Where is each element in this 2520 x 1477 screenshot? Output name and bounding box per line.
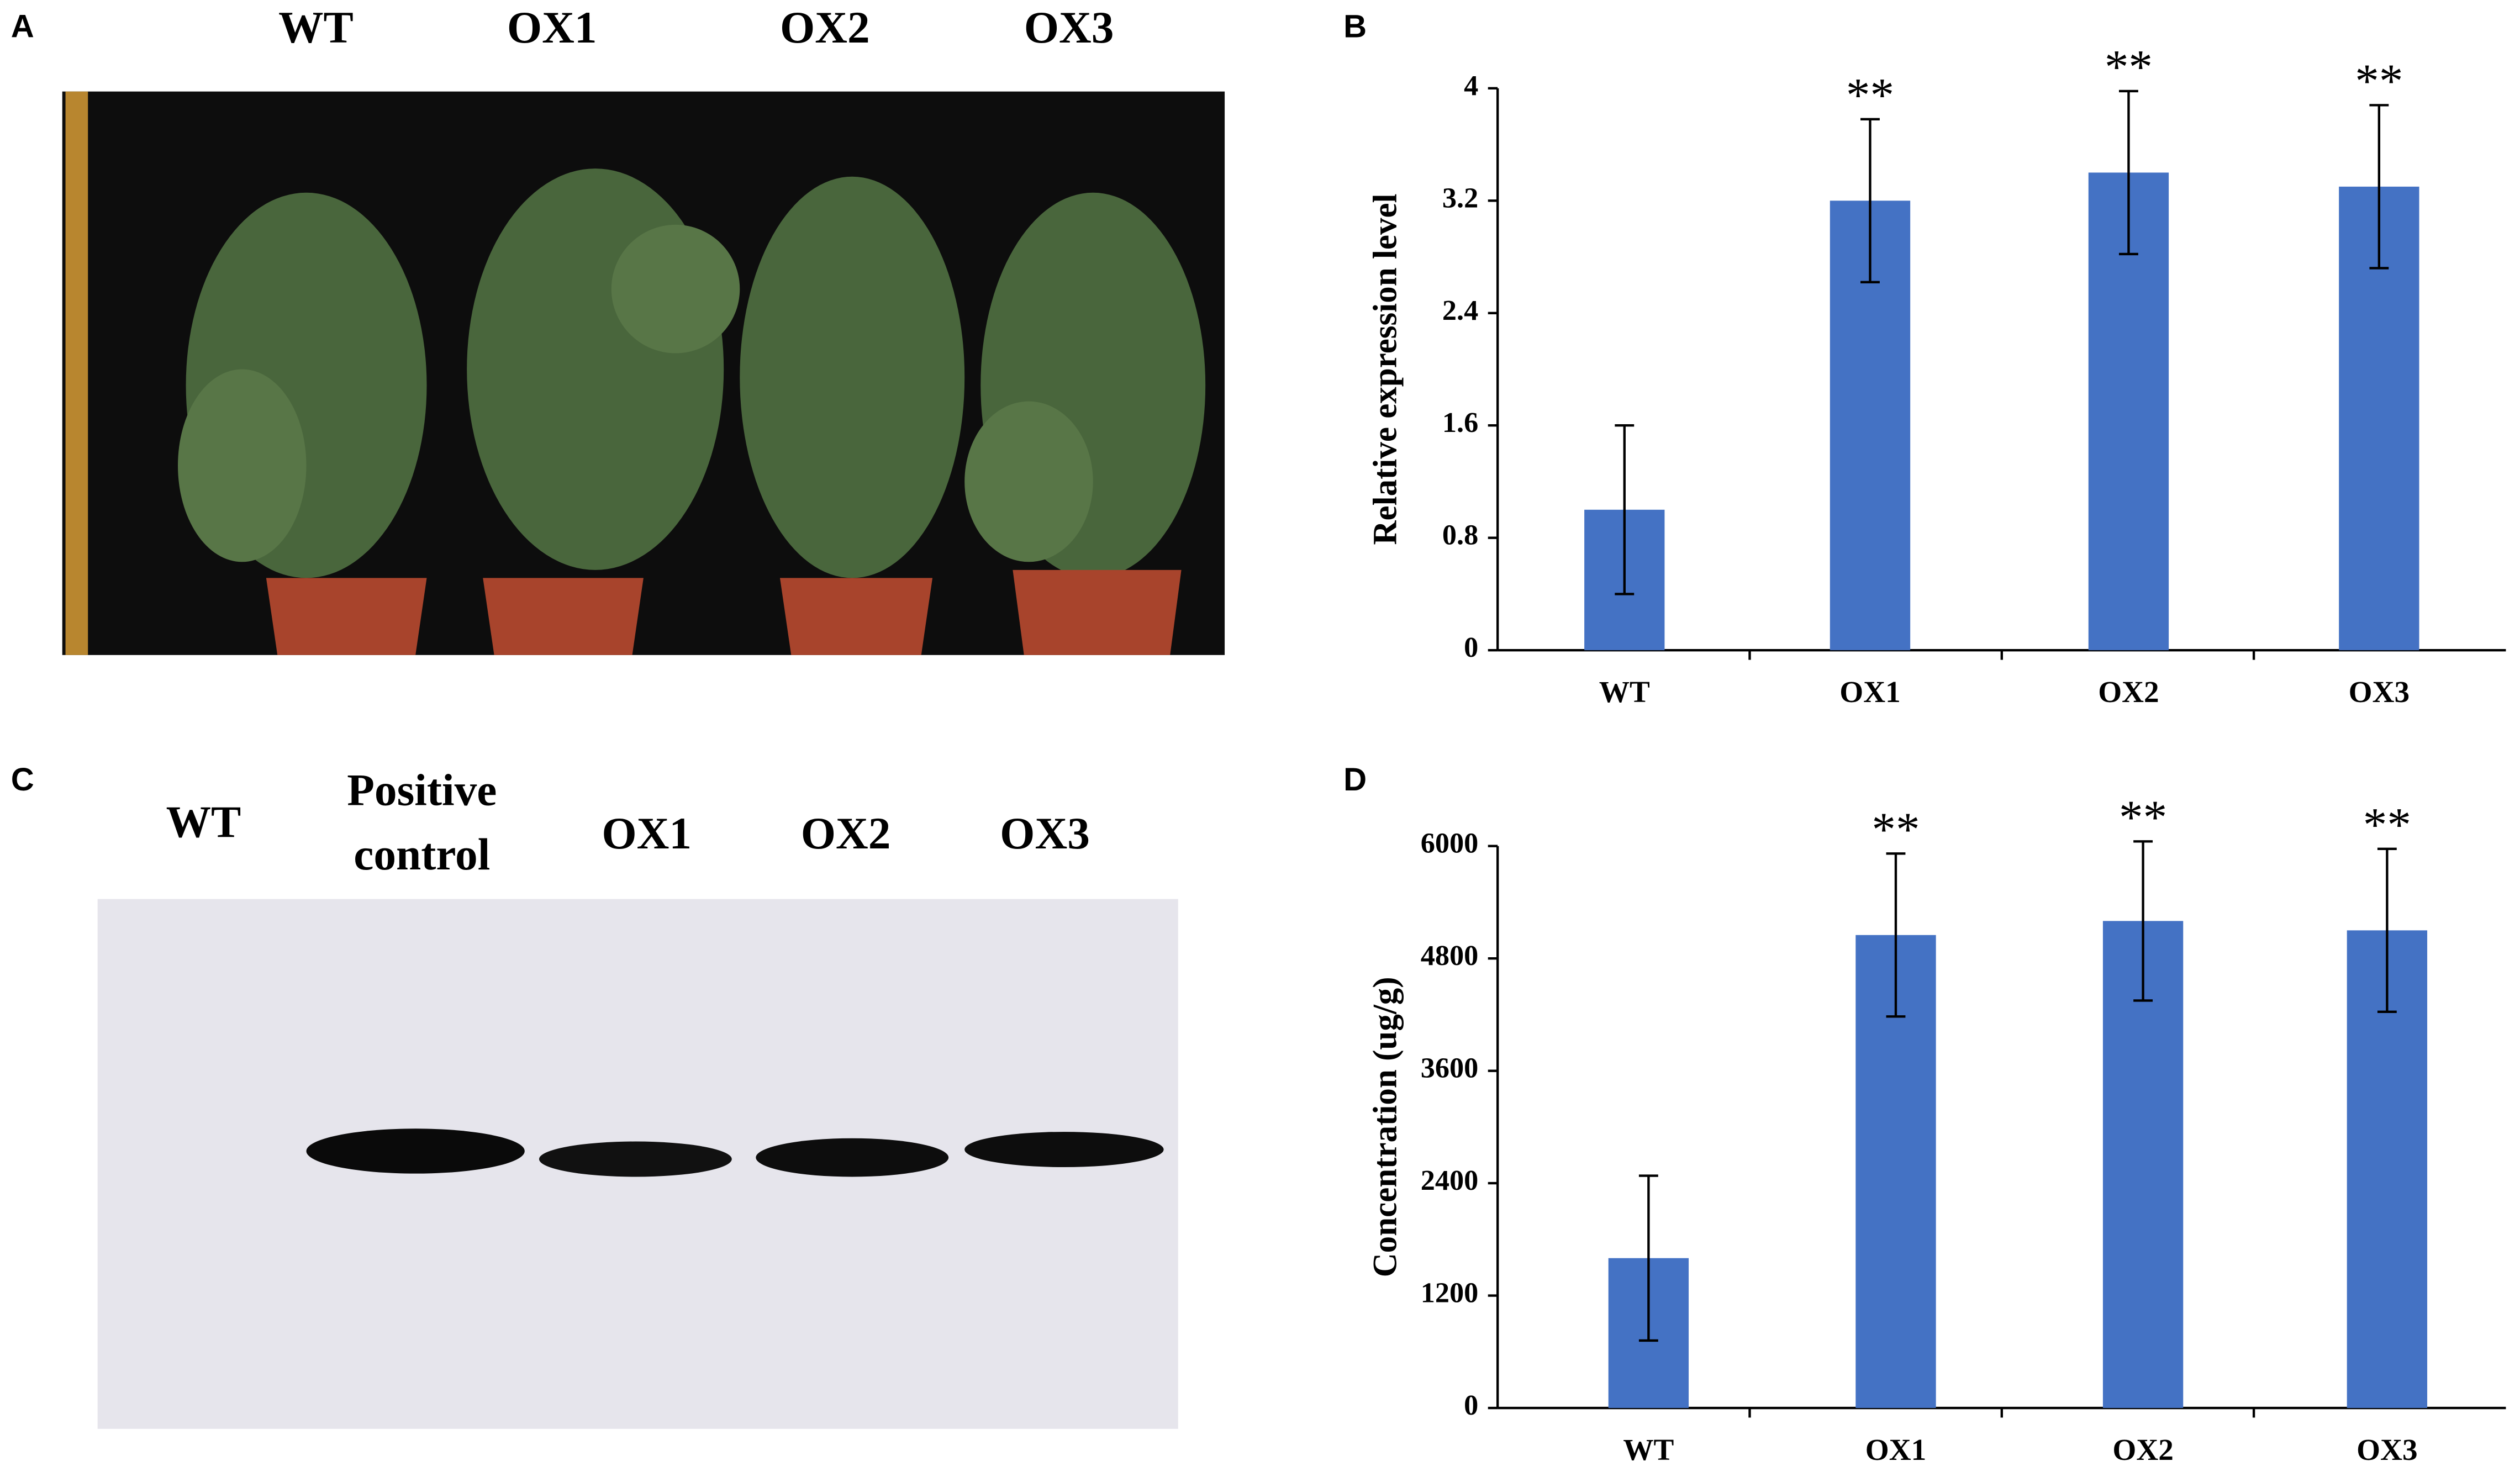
- lane-label: OX3: [1000, 808, 1090, 858]
- significance: **: [2119, 790, 2167, 843]
- plant-photo: [62, 91, 1225, 655]
- error-bar: [2369, 104, 2389, 270]
- chart: B Relative expression level 0 0.8 1.6 2.4 3.2 4…: [1343, 9, 2506, 709]
- y-tick-label: 2400: [1421, 1164, 1479, 1196]
- x-tick-label: OX3: [2349, 675, 2410, 709]
- x-tick-label: OX2: [2112, 1433, 2173, 1467]
- x-tick-label: OX2: [2098, 675, 2159, 709]
- x-tick-label: OX1: [1839, 675, 1900, 709]
- western-blot: [97, 899, 1178, 1429]
- y-tick-label: 0: [1464, 631, 1478, 663]
- lane-label: WT: [278, 2, 354, 52]
- y-tick-label: 1200: [1421, 1277, 1479, 1309]
- lane-label: WT: [166, 797, 241, 847]
- significance: **: [2363, 798, 2411, 851]
- y-axis-label: Concentration (ug/g): [1367, 977, 1404, 1277]
- y-tick-label: 3.2: [1442, 182, 1478, 214]
- y-tick-label: 2.4: [1442, 294, 1478, 326]
- x-tick-label: WT: [1599, 675, 1650, 709]
- lane-label: OX2: [780, 2, 870, 52]
- panel-letter: B: [1343, 9, 1367, 45]
- error-bar: [2133, 840, 2153, 1002]
- lane-label: OX1: [507, 2, 597, 52]
- error-bar: [1860, 118, 1880, 284]
- lane-label: Positive control: [347, 764, 497, 879]
- lane-label: OX2: [801, 808, 891, 858]
- y-tick-label: 0.8: [1442, 519, 1478, 551]
- y-tick-label: 0: [1464, 1389, 1478, 1421]
- panel-letter: D: [1343, 762, 1367, 798]
- bar: [2102, 921, 2184, 1409]
- significance: **: [2355, 54, 2403, 108]
- x-tick-label: OX1: [1865, 1433, 1926, 1467]
- lane-label: OX1: [602, 808, 692, 858]
- panel-letter: A: [11, 9, 34, 45]
- x-tick-label: WT: [1623, 1433, 1674, 1467]
- significance: **: [1871, 802, 1920, 856]
- y-tick-label: 1.6: [1442, 407, 1478, 439]
- y-tick-label: 6000: [1421, 827, 1479, 859]
- panel-letter: C: [11, 762, 34, 798]
- error-bar: [1615, 424, 1635, 595]
- y-tick-label: 3600: [1421, 1052, 1479, 1084]
- significance: **: [1846, 68, 1894, 122]
- error-bar: [2377, 847, 2397, 1014]
- error-bar: [1638, 1174, 1658, 1342]
- x-tick-label: OX3: [2356, 1433, 2417, 1467]
- y-tick-label: 4800: [1421, 940, 1479, 972]
- y-tick-label: 4: [1464, 70, 1478, 102]
- chart: D Concentration (ug/g) 0 1200 2400 3600 4800 60…: [1343, 762, 2506, 1467]
- lane-label: OX3: [1024, 2, 1114, 52]
- error-bar: [2118, 89, 2138, 256]
- significance: **: [2105, 40, 2153, 93]
- error-bar: [1886, 852, 1906, 1018]
- y-axis-label: Relative expression level: [1367, 193, 1404, 545]
